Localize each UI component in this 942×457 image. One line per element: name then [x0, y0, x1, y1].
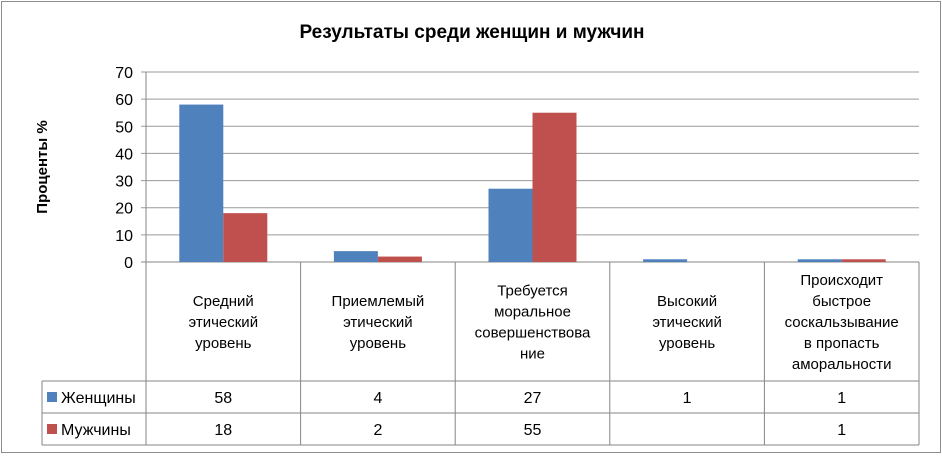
data-label: 1 [683, 390, 692, 407]
data-label: 27 [524, 390, 542, 407]
data-label: 1 [837, 422, 846, 439]
bar-men [377, 256, 422, 262]
x-tick-label: Происходит быстрое соскальзывание в пропаст… [785, 272, 899, 373]
bar-men [223, 213, 268, 262]
bar-women [488, 188, 533, 262]
data-label: 55 [524, 422, 542, 439]
bar-men [841, 259, 886, 262]
y-tick-label: 40 [115, 146, 133, 163]
bar-women [797, 259, 842, 262]
legend-swatch [47, 424, 57, 434]
x-tick-label: Средний этический уровень [189, 293, 259, 352]
data-label: 18 [214, 422, 232, 439]
data-label: 1 [837, 390, 846, 407]
x-tick-label: Приемлемый этический уровень [332, 293, 425, 352]
data-label: 4 [373, 390, 382, 407]
y-tick-label: 60 [115, 92, 133, 109]
y-tick-label: 20 [115, 201, 133, 218]
y-tick-label: 0 [124, 255, 133, 272]
bar-women [643, 259, 688, 262]
data-table: Средний этический уровень Приемлемый этическ… [41, 72, 920, 446]
chart-title: Результаты среди женщин и мужчин [299, 22, 644, 43]
legend-swatch [47, 392, 57, 402]
legend-label: Женщины [61, 390, 136, 407]
bar-women [179, 104, 224, 262]
y-tick-label: 70 [115, 65, 133, 82]
legend-label: Мужчины [61, 422, 131, 439]
y-tick-label: 30 [115, 174, 133, 191]
bar-women [333, 251, 378, 262]
data-label: 2 [373, 422, 382, 439]
bar-men [532, 112, 577, 262]
bars [179, 104, 886, 262]
x-tick-label: Требуется моральное совершенствова ние [475, 283, 591, 363]
y-axis-label: Проценты % [34, 120, 51, 213]
data-label: 58 [214, 390, 232, 407]
x-tick-label: Высокий этический уровень [652, 293, 722, 352]
y-tick-label: 10 [115, 228, 133, 245]
y-tick-label: 50 [115, 119, 133, 136]
y-axis-ticks: 0 10 20 30 40 50 60 70 [115, 65, 133, 272]
